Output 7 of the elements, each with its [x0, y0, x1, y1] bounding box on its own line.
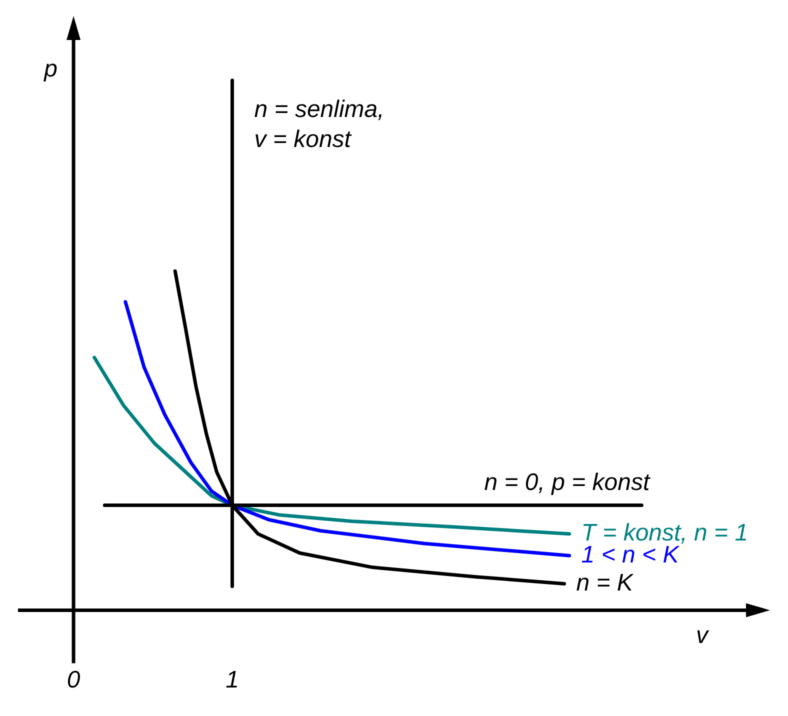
x-tick-label: 0	[66, 666, 81, 694]
y-axis-title: p	[43, 56, 58, 83]
series-label: n = senlima, v = konst	[254, 96, 384, 154]
x-axis-title: v	[696, 622, 710, 649]
x-tick-label: 1	[226, 666, 239, 694]
series-label: n = K	[576, 569, 634, 596]
series-label: n = 0, p = konst	[484, 468, 651, 496]
